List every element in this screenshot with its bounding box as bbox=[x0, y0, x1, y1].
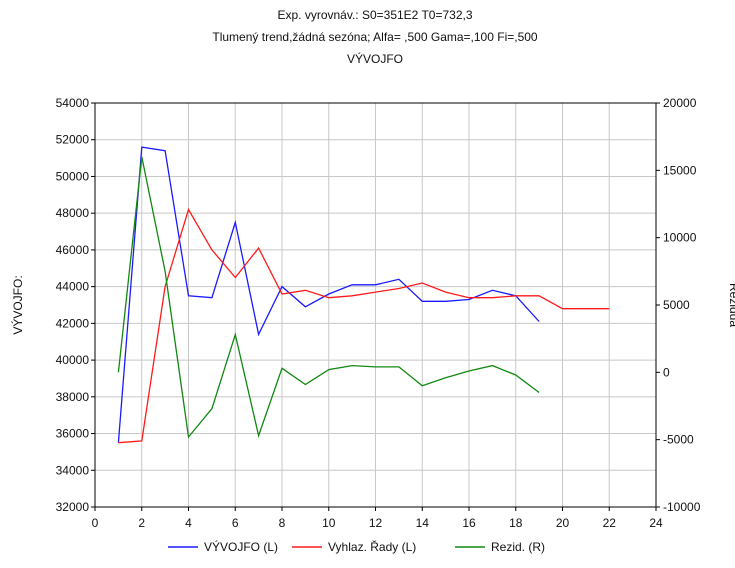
legend: VÝVOJFO (L) Vyhlaz. Řady (L) Rezid. (R) bbox=[168, 539, 545, 554]
y-right-tick-label: 0 bbox=[663, 365, 670, 379]
y-right-tick-label: 15000 bbox=[663, 163, 697, 177]
y-left-tick-label: 46000 bbox=[56, 243, 90, 257]
legend-label: Vyhlaz. Řady (L) bbox=[328, 539, 416, 554]
series-line bbox=[118, 207, 610, 444]
y-left-tick-label: 40000 bbox=[56, 353, 90, 367]
x-tick-label: 24 bbox=[649, 516, 663, 530]
x-tick-label: 10 bbox=[322, 516, 336, 530]
series bbox=[117, 146, 610, 444]
x-tick-label: 6 bbox=[232, 516, 239, 530]
x-tick-label: 4 bbox=[185, 516, 192, 530]
y-left-tick-label: 50000 bbox=[56, 169, 90, 183]
chart-subtitle-variable: VÝVOJFO bbox=[347, 51, 403, 66]
chart-title: Exp. vyrovnáv.: S0=351E2 T0=732,3 bbox=[277, 8, 472, 22]
y-left-tick-label: 42000 bbox=[56, 316, 90, 330]
x-tick-label: 8 bbox=[279, 516, 286, 530]
y-right-tick-label: -10000 bbox=[663, 500, 701, 514]
y-axis-right-label: Rezidua bbox=[727, 283, 735, 327]
y-left-tick-label: 36000 bbox=[56, 427, 90, 441]
series-line bbox=[117, 146, 540, 443]
x-tick-label: 2 bbox=[138, 516, 145, 530]
series-line bbox=[117, 156, 540, 439]
y-left-tick-label: 34000 bbox=[56, 463, 90, 477]
axes: 0 2 4 6 8 10 12 14 16 18 20 22 243200034000360003800… bbox=[56, 96, 701, 530]
y-left-tick-label: 32000 bbox=[56, 500, 90, 514]
x-tick-label: 22 bbox=[603, 516, 617, 530]
y-left-tick-label: 54000 bbox=[56, 96, 90, 110]
x-tick-label: 0 bbox=[92, 516, 99, 530]
y-left-tick-label: 52000 bbox=[56, 133, 90, 147]
y-left-tick-label: 44000 bbox=[56, 280, 90, 294]
y-right-tick-label: 10000 bbox=[663, 231, 697, 245]
x-tick-label: 14 bbox=[416, 516, 430, 530]
y-right-tick-label: 5000 bbox=[663, 298, 690, 312]
x-tick-label: 12 bbox=[369, 516, 383, 530]
y-axis-left-label: VÝVOJFO: bbox=[10, 275, 25, 334]
chart-subtitle: Tlumený trend,žádná sezóna; Alfa= ,500 G… bbox=[212, 30, 538, 44]
y-right-tick-label: 20000 bbox=[663, 96, 697, 110]
legend-label: VÝVOJFO (L) bbox=[204, 539, 278, 554]
y-right-tick-label: -5000 bbox=[663, 433, 694, 447]
y-left-tick-label: 38000 bbox=[56, 390, 90, 404]
plot-frame bbox=[94, 102, 657, 508]
x-tick-label: 20 bbox=[556, 516, 570, 530]
y-left-tick-label: 48000 bbox=[56, 206, 90, 220]
x-tick-label: 18 bbox=[509, 516, 523, 530]
legend-label: Rezid. (R) bbox=[491, 540, 545, 554]
x-tick-label: 16 bbox=[462, 516, 476, 530]
